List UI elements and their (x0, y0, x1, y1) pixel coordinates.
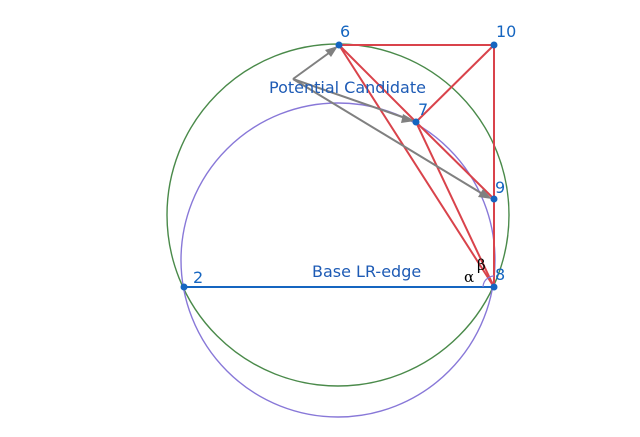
point-label-8: 8 (495, 265, 505, 284)
edge-7-8 (415, 121, 495, 288)
point-2 (180, 283, 188, 291)
arrowhead-9 (478, 189, 492, 199)
arrow-to-6 (292, 49, 334, 80)
point-label-10: 10 (496, 22, 516, 41)
candidate-arrows (292, 46, 492, 199)
arrowhead-6 (325, 46, 338, 57)
angle-beta-label: β (477, 256, 486, 274)
edge-10-7 (415, 44, 495, 123)
point-9 (490, 195, 498, 203)
point-label-7: 7 (418, 100, 428, 119)
point-label-6: 6 (340, 22, 350, 41)
circumcircle-purple (180, 102, 496, 418)
point-6 (335, 41, 343, 49)
arrow-to-7 (292, 78, 409, 120)
arrowhead-7 (401, 114, 415, 123)
points (180, 41, 498, 291)
point-7 (412, 118, 420, 126)
point-label-2: 2 (193, 268, 203, 287)
angle-beta-arc (487, 275, 495, 279)
edge-6-7 (338, 44, 417, 123)
base-edge-label: Base LR-edge (312, 262, 421, 281)
point-8 (490, 283, 498, 291)
potential-candidate-label: Potential Candidate (269, 78, 426, 97)
red-edges (338, 44, 495, 288)
arrow-to-9 (292, 78, 487, 197)
edge-6-8 (338, 44, 495, 288)
angle-alpha-arc (482, 277, 489, 288)
point-label-9: 9 (495, 178, 505, 197)
point-10 (490, 41, 498, 49)
edge-7-9 (415, 121, 495, 200)
angle-alpha-label: α (464, 268, 474, 286)
